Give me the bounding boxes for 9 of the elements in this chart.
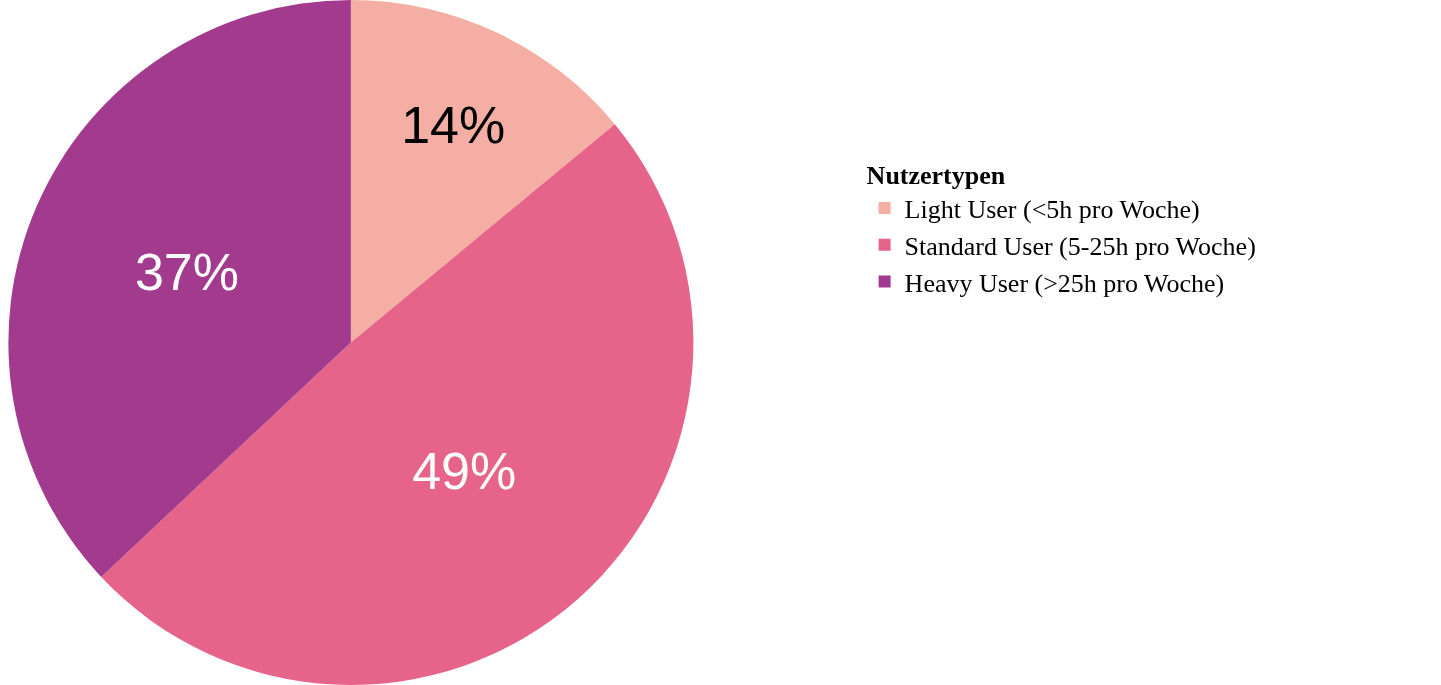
legend-label: Standard User (5-25h pro Woche)	[904, 231, 1256, 261]
data-label: 49%	[412, 441, 517, 500]
data-label: 14%	[401, 96, 506, 155]
legend-title: Nutzertypen	[866, 161, 1006, 191]
pie-slice	[350, 0, 615, 343]
pie-slice	[8, 0, 351, 577]
data-label: 37%	[134, 242, 240, 301]
legend-label: Heavy User (>25h pro Woche)	[904, 268, 1225, 298]
legend-label: Light User (<5h pro Woche)	[904, 195, 1200, 225]
